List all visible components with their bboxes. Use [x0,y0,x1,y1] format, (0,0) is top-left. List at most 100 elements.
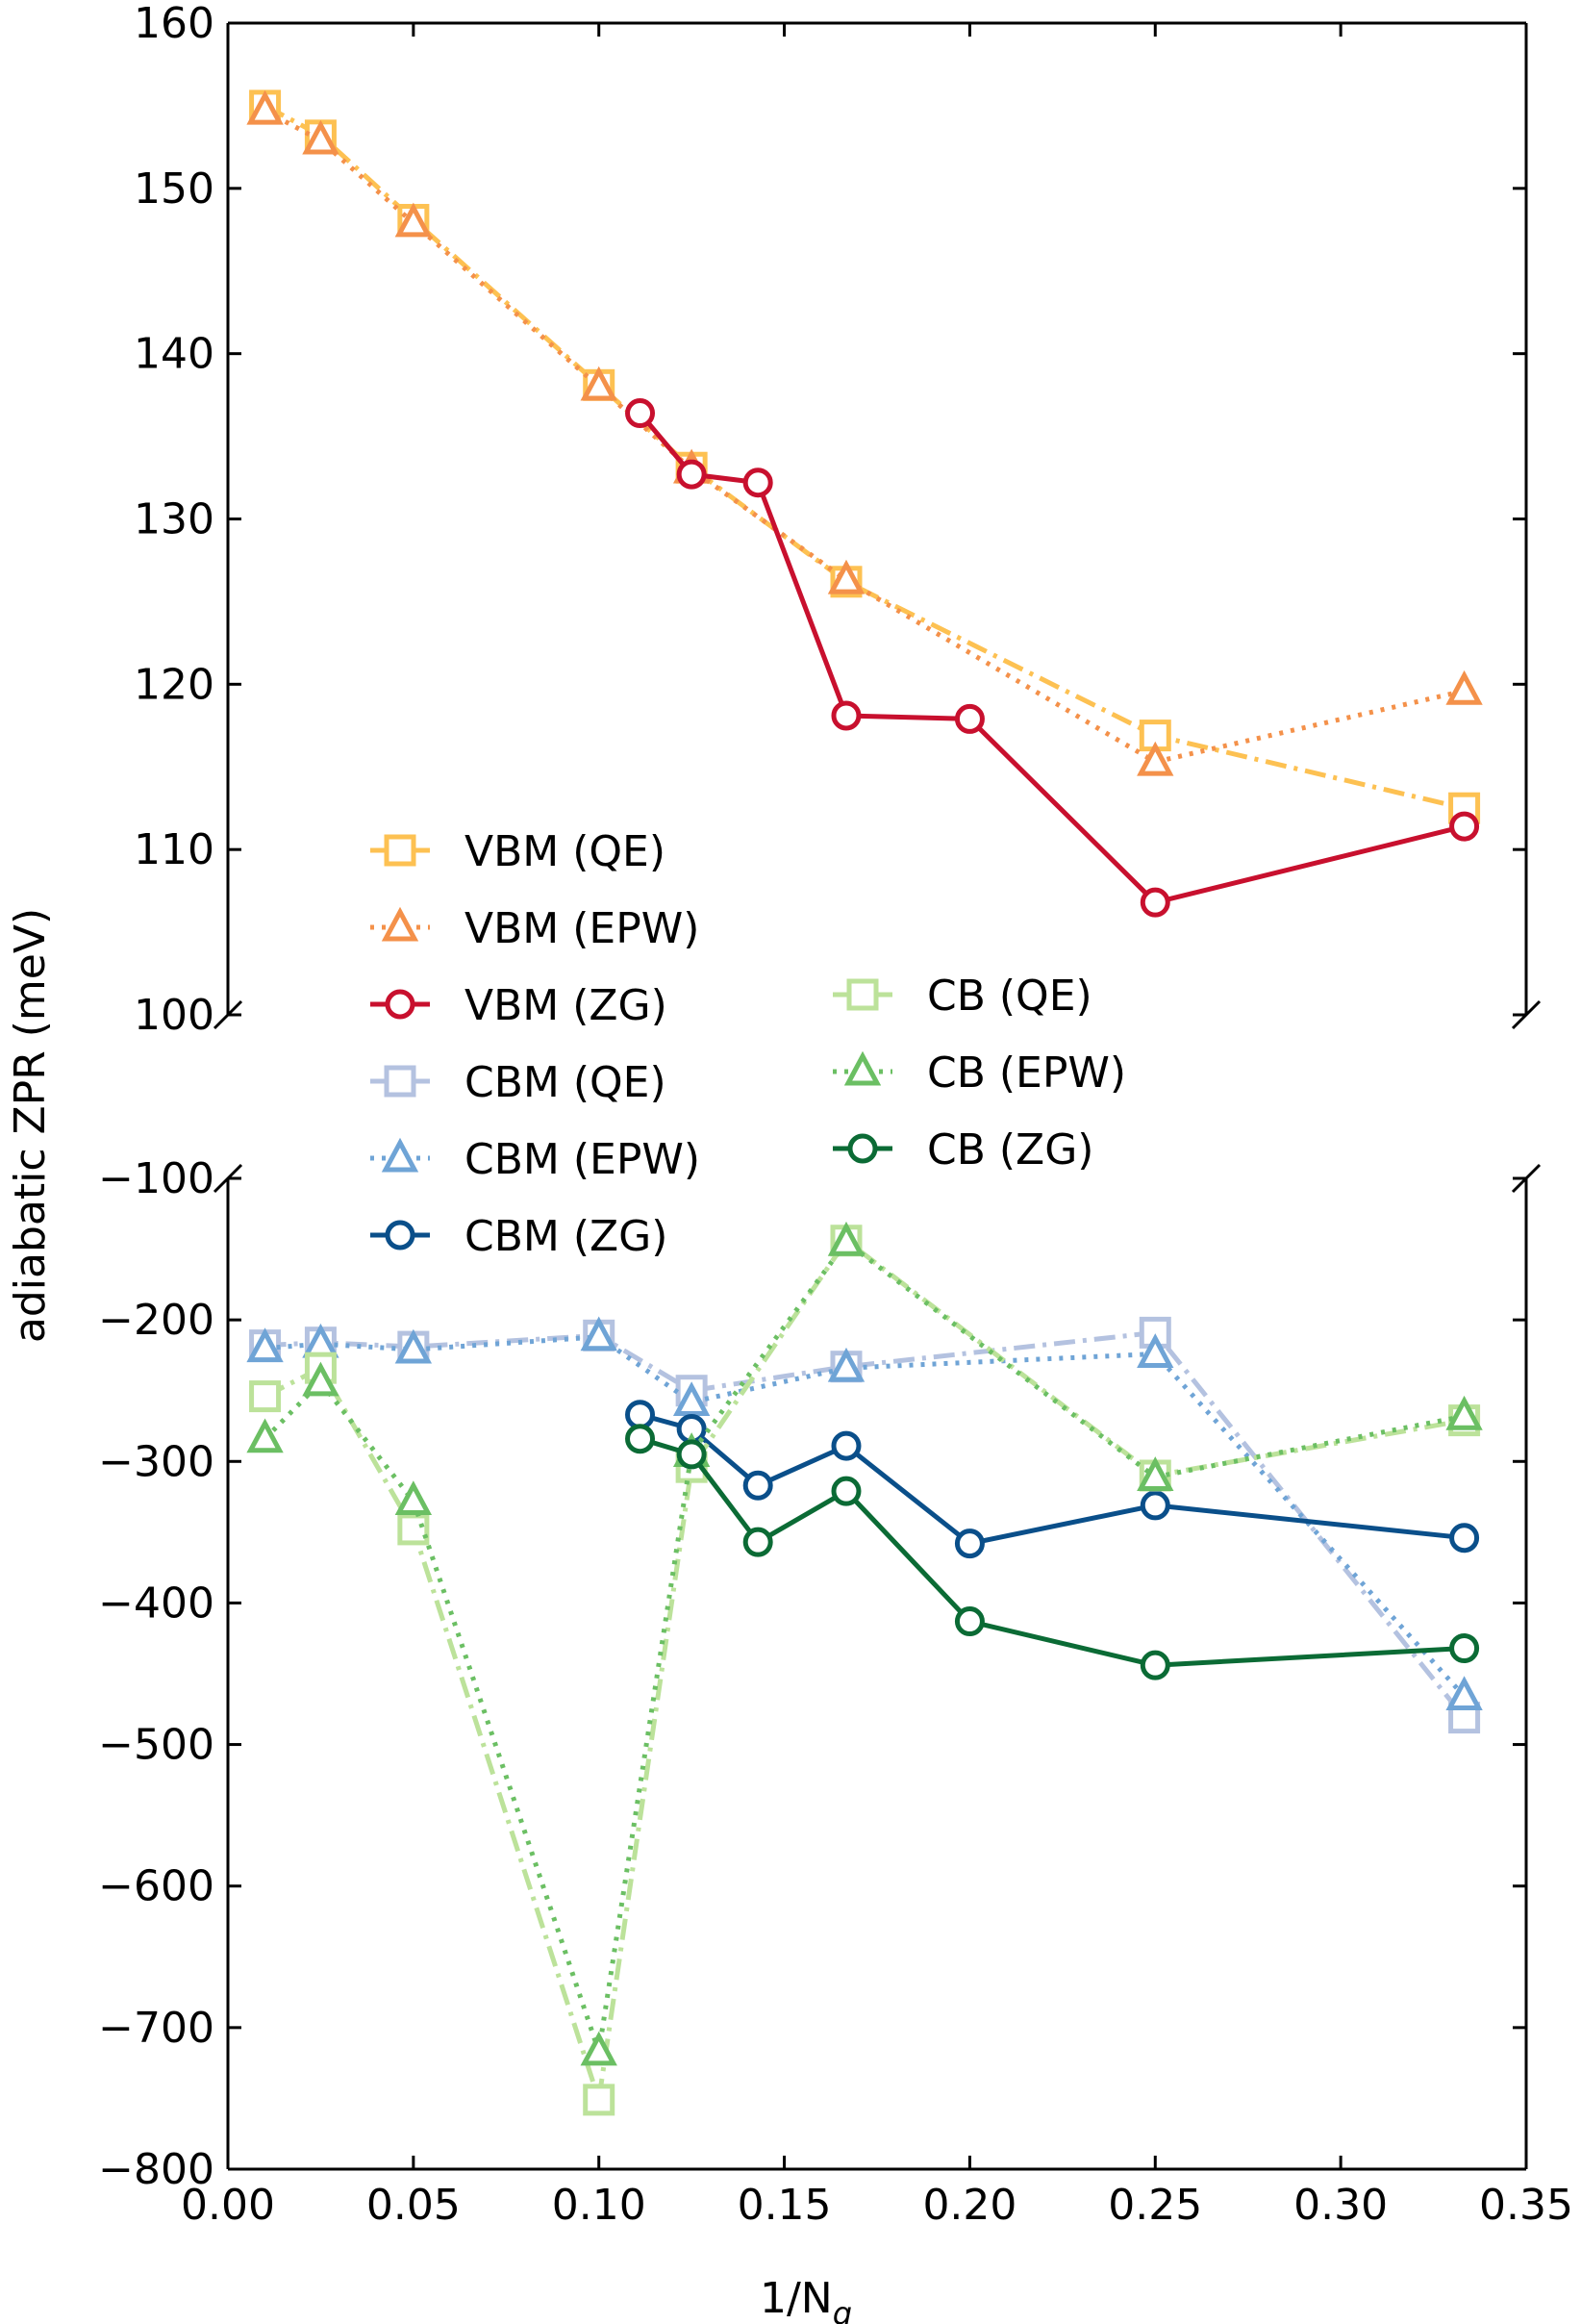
legend-marker [384,1065,416,1098]
legend-entry: VBM (ZG) [370,981,667,1030]
data-point [827,1221,866,1256]
data-point [580,1316,617,1351]
data-point [1140,1490,1170,1521]
x-axis-label-subscript: q [833,2295,852,2324]
y-tick-label: −200 [98,1296,214,1345]
data-point [1137,741,1174,776]
y-axis-label: adiabatic ZPR (meV) [6,908,55,1343]
series-line [264,1334,1467,1699]
data-point [742,1470,773,1501]
legend-marker [381,906,419,942]
y-tick-label: −600 [98,1862,214,1911]
data-point [394,1480,433,1515]
data-point [1449,1633,1480,1664]
data-point [742,1527,773,1557]
y-tick-label: 110 [134,825,214,874]
series-vbm-qe [249,89,1481,824]
x-tick-label: 0.00 [181,2181,275,2230]
legend-marker [384,834,416,867]
x-tick-label: 0.05 [366,2181,461,2230]
data-point [583,2084,615,2116]
legend-entry: CBM (ZG) [370,1212,667,1261]
series-cb-epw [246,1221,1483,2066]
legend-label: CB (EPW) [927,1048,1126,1098]
data-point [742,467,773,498]
legend-marker [385,1220,415,1250]
legend-entry: CBM (QE) [370,1058,666,1107]
axis-break-mark [213,1163,243,1194]
data-point [1140,887,1170,918]
y-tick-label: −700 [98,2004,214,2053]
axis-break-mark [1511,1163,1542,1194]
data-point [1449,1523,1480,1554]
data-point [1140,1650,1170,1680]
legend-entry: VBM (QE) [370,827,665,876]
x-tick-label: 0.10 [552,2181,646,2230]
series-cbm-epw [246,1316,1483,1711]
legend-label: CBM (EPW) [464,1135,700,1184]
legend-entry: CB (EPW) [833,1048,1126,1098]
data-point [249,1380,282,1413]
data-point [827,559,866,594]
legend-entry: VBM (EPW) [370,904,699,953]
y-tick-label: 100 [134,991,214,1040]
data-point [1445,1676,1483,1711]
plot-area [246,89,1483,2116]
data-point [625,1424,656,1454]
legend-label: VBM (EPW) [464,904,699,953]
legend-label: CB (QE) [927,972,1092,1021]
series-line [264,103,1466,811]
data-point [397,1513,430,1546]
data-point [676,1439,707,1470]
y-tick-label: 140 [134,330,214,379]
axes: 100 110 120 130 140 150 160 −800 −700 −600 −500 −40… [98,0,1573,2230]
data-point [394,1328,433,1364]
data-point [954,1606,985,1637]
y-tick-label: 120 [134,660,214,709]
legend-entry: CBM (EPW) [370,1135,700,1184]
y-tick-label: −100 [98,1154,214,1203]
data-point [1137,1456,1174,1491]
y-tick-label: −800 [98,2145,214,2194]
legend-marker [385,989,415,1020]
x-tick-label: 0.30 [1293,2181,1388,2230]
legend-label: CB (ZG) [927,1125,1093,1175]
legend-marker [381,1137,419,1173]
data-point [625,1400,656,1430]
data-point [672,1381,711,1416]
series-line [264,108,1466,765]
data-point [246,89,284,125]
legend: VBM (QE) VBM (EPW) VBM (ZG) CBM (QE) CBM (EP… [370,827,1126,1261]
data-point [831,1430,862,1461]
legend-label: VBM (QE) [464,827,665,876]
y-tick-label: −400 [98,1579,214,1628]
data-point [302,119,339,155]
x-tick-label: 0.20 [922,2181,1016,2230]
data-point [676,459,707,490]
data-point [1449,811,1480,842]
data-point [1137,1333,1174,1368]
data-point [831,1476,862,1506]
series-cbm-qe [249,1316,1481,1734]
x-axis-label: 1/Nq [760,2274,852,2324]
data-point [827,1347,866,1382]
axis-upper: 100 110 120 130 140 150 160 [134,0,1528,1040]
x-tick-label: 0.25 [1108,2181,1202,2230]
legend-label: CBM (ZG) [464,1212,667,1261]
data-point [394,202,433,238]
data-point [625,398,656,429]
series-line [263,1239,1466,2055]
x-tick-label: 0.35 [1479,2181,1573,2230]
y-tick-label: 130 [134,495,214,544]
data-point [954,1528,985,1559]
data-point [831,700,862,731]
y-tick-label: −500 [98,1721,214,1770]
legend-marker [843,1050,882,1086]
y-tick-label: −300 [98,1437,214,1486]
legend-label: CBM (QE) [464,1058,666,1107]
data-point [302,1361,339,1397]
series-vbm-epw [246,89,1483,776]
series-cb-qe [249,1225,1481,2116]
data-point [954,703,985,734]
